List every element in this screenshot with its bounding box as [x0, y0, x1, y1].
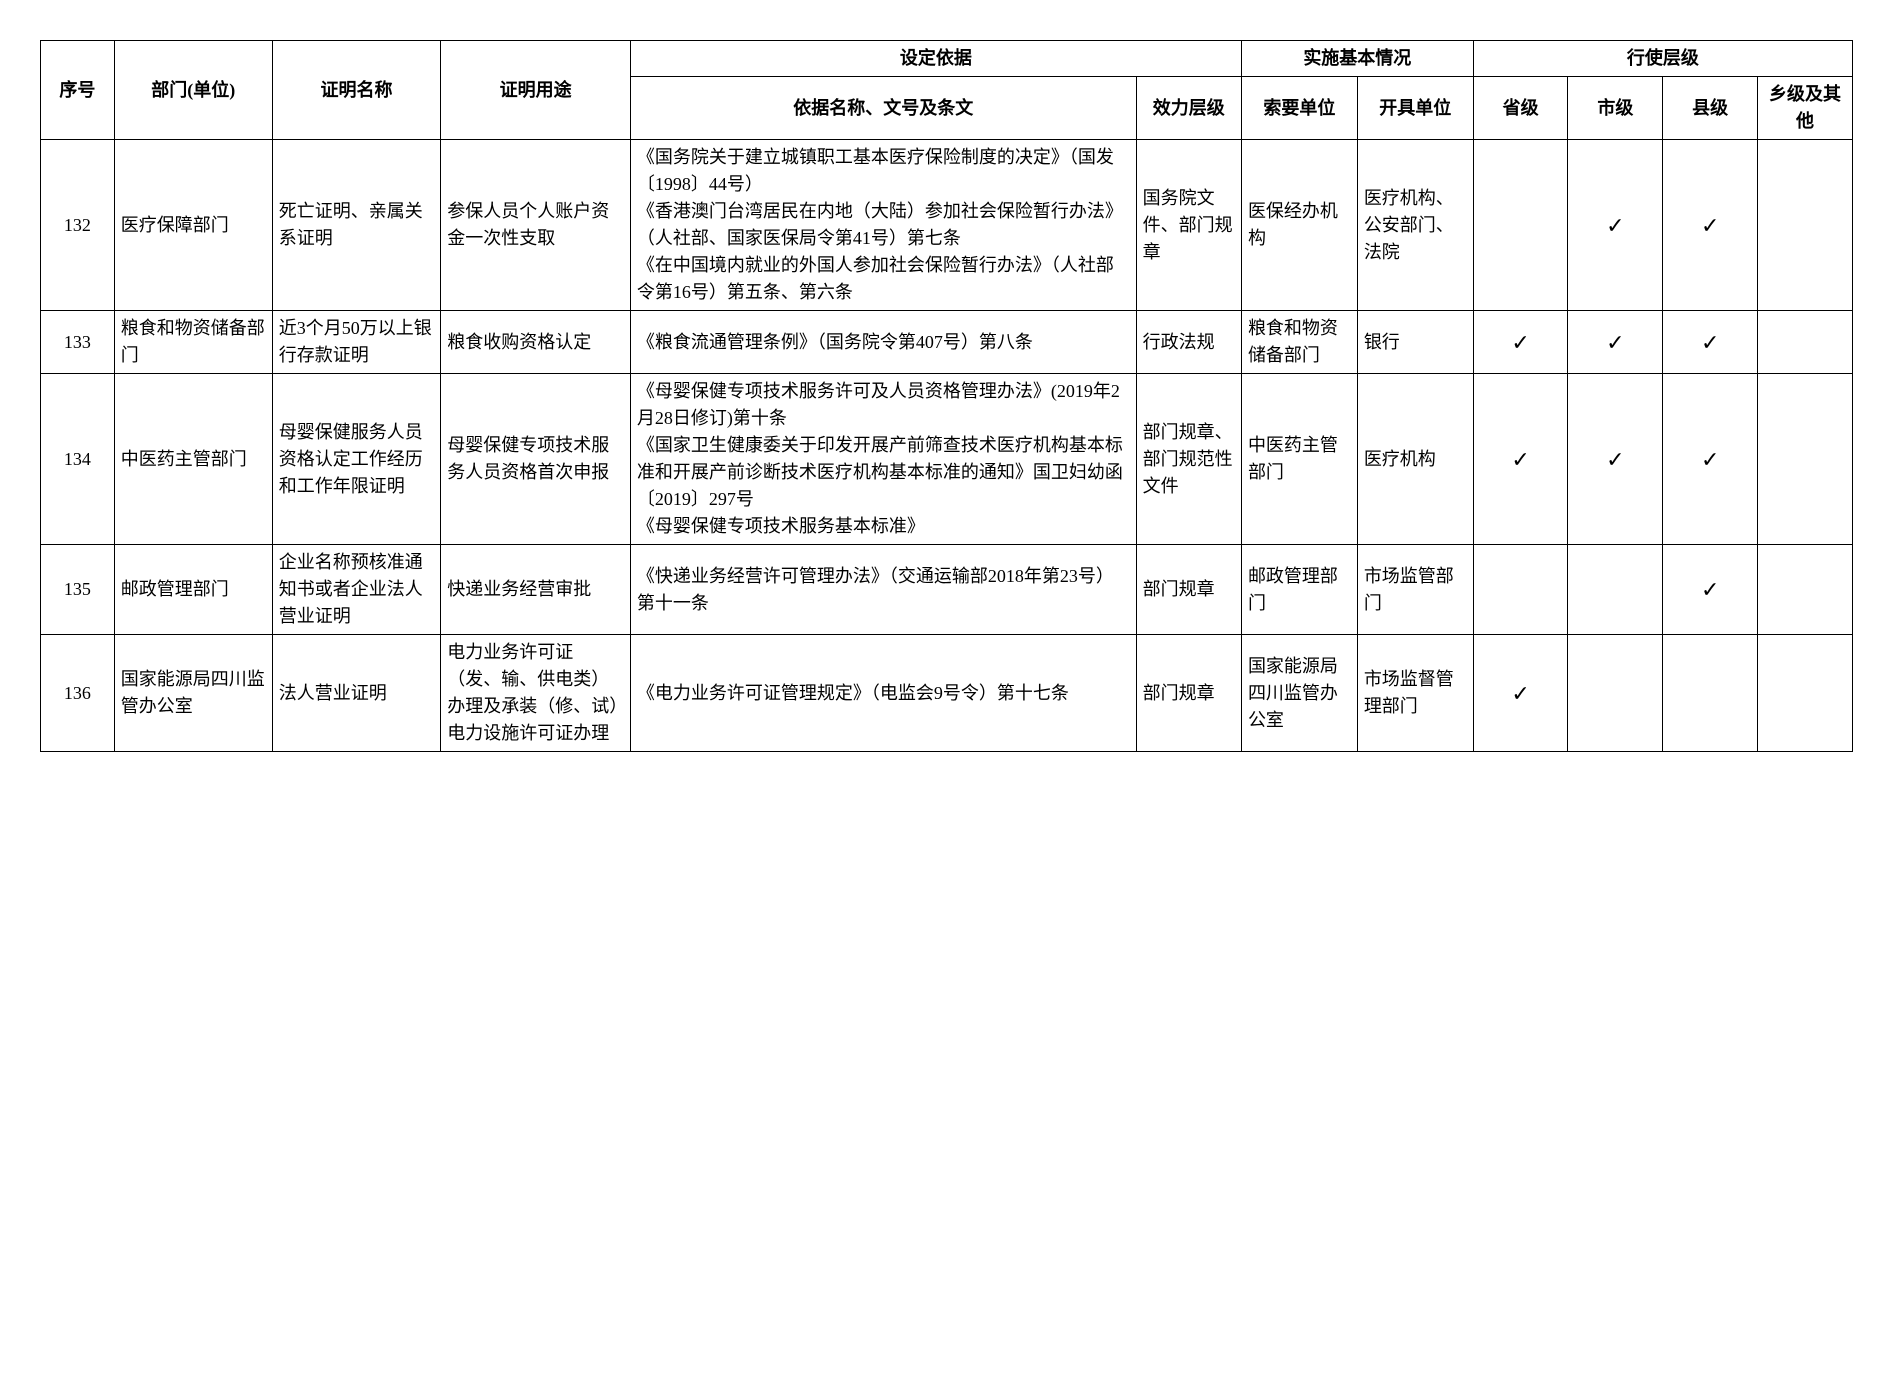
cell-seq: 132 [41, 140, 115, 311]
cell-prov: ✓ [1473, 635, 1568, 752]
header-basis-group: 设定依据 [630, 41, 1241, 77]
cell-county: ✓ [1663, 545, 1758, 635]
cell-city: ✓ [1568, 374, 1663, 545]
cell-basis: 《母婴保健专项技术服务许可及人员资格管理办法》(2019年2月28日修订)第十条… [630, 374, 1136, 545]
header-seq: 序号 [41, 41, 115, 140]
table-row: 135邮政管理部门企业名称预核准通知书或者企业法人营业证明快递业务经营审批《快递… [41, 545, 1853, 635]
cell-cert: 死亡证明、亲属关系证明 [272, 140, 441, 311]
cell-seq: 134 [41, 374, 115, 545]
cell-req: 中医药主管部门 [1241, 374, 1357, 545]
cell-use: 快递业务经营审批 [441, 545, 631, 635]
cell-town [1758, 374, 1853, 545]
cell-dept: 国家能源局四川监管办公室 [114, 635, 272, 752]
table-header: 序号 部门(单位) 证明名称 证明用途 设定依据 实施基本情况 行使层级 依据名… [41, 41, 1853, 140]
cell-cert: 法人营业证明 [272, 635, 441, 752]
cell-county: ✓ [1663, 311, 1758, 374]
table-body: 132医疗保障部门死亡证明、亲属关系证明参保人员个人账户资金一次性支取《国务院关… [41, 140, 1853, 752]
header-impl-group: 实施基本情况 [1241, 41, 1473, 77]
cell-cert: 母婴保健服务人员资格认定工作经历和工作年限证明 [272, 374, 441, 545]
cell-use: 电力业务许可证（发、输、供电类）办理及承装（修、试）电力设施许可证办理 [441, 635, 631, 752]
cert-table: 序号 部门(单位) 证明名称 证明用途 设定依据 实施基本情况 行使层级 依据名… [40, 40, 1853, 752]
cell-cert: 近3个月50万以上银行存款证明 [272, 311, 441, 374]
header-prov: 省级 [1473, 77, 1568, 140]
cell-seq: 135 [41, 545, 115, 635]
cell-eff: 国务院文件、部门规章 [1136, 140, 1241, 311]
header-iss: 开具单位 [1357, 77, 1473, 140]
header-eff: 效力层级 [1136, 77, 1241, 140]
cell-use: 母婴保健专项技术服务人员资格首次申报 [441, 374, 631, 545]
cell-eff: 部门规章 [1136, 545, 1241, 635]
cell-county: ✓ [1663, 374, 1758, 545]
cell-dept: 中医药主管部门 [114, 374, 272, 545]
cell-use: 粮食收购资格认定 [441, 311, 631, 374]
cell-county [1663, 635, 1758, 752]
cell-basis: 《电力业务许可证管理规定》（电监会9号令）第十七条 [630, 635, 1136, 752]
cell-use: 参保人员个人账户资金一次性支取 [441, 140, 631, 311]
table-row: 136国家能源局四川监管办公室法人营业证明电力业务许可证（发、输、供电类）办理及… [41, 635, 1853, 752]
cell-basis: 《快递业务经营许可管理办法》（交通运输部2018年第23号）第十一条 [630, 545, 1136, 635]
table-row: 132医疗保障部门死亡证明、亲属关系证明参保人员个人账户资金一次性支取《国务院关… [41, 140, 1853, 311]
cell-city: ✓ [1568, 311, 1663, 374]
header-req: 索要单位 [1241, 77, 1357, 140]
cell-iss: 医疗机构、公安部门、法院 [1357, 140, 1473, 311]
cell-dept: 邮政管理部门 [114, 545, 272, 635]
cell-basis: 《粮食流通管理条例》（国务院令第407号）第八条 [630, 311, 1136, 374]
cell-eff: 部门规章、部门规范性文件 [1136, 374, 1241, 545]
header-cert: 证明名称 [272, 41, 441, 140]
cell-prov [1473, 140, 1568, 311]
cell-req: 医保经办机构 [1241, 140, 1357, 311]
cell-iss: 银行 [1357, 311, 1473, 374]
cell-seq: 133 [41, 311, 115, 374]
header-use: 证明用途 [441, 41, 631, 140]
cell-city [1568, 635, 1663, 752]
cell-eff: 部门规章 [1136, 635, 1241, 752]
cell-city: ✓ [1568, 140, 1663, 311]
header-county: 县级 [1663, 77, 1758, 140]
cell-req: 国家能源局四川监管办公室 [1241, 635, 1357, 752]
table-row: 134中医药主管部门母婴保健服务人员资格认定工作经历和工作年限证明母婴保健专项技… [41, 374, 1853, 545]
cell-iss: 市场监管部门 [1357, 545, 1473, 635]
cell-city [1568, 545, 1663, 635]
cell-basis: 《国务院关于建立城镇职工基本医疗保险制度的决定》（国发〔1998〕44号）《香港… [630, 140, 1136, 311]
cell-prov: ✓ [1473, 374, 1568, 545]
cell-dept: 医疗保障部门 [114, 140, 272, 311]
table-row: 133粮食和物资储备部门近3个月50万以上银行存款证明粮食收购资格认定《粮食流通… [41, 311, 1853, 374]
cell-iss: 医疗机构 [1357, 374, 1473, 545]
cell-prov [1473, 545, 1568, 635]
header-town: 乡级及其他 [1758, 77, 1853, 140]
header-city: 市级 [1568, 77, 1663, 140]
header-basis-name: 依据名称、文号及条文 [630, 77, 1136, 140]
cell-dept: 粮食和物资储备部门 [114, 311, 272, 374]
header-dept: 部门(单位) [114, 41, 272, 140]
header-level-group: 行使层级 [1473, 41, 1852, 77]
cell-town [1758, 545, 1853, 635]
cell-seq: 136 [41, 635, 115, 752]
cell-county: ✓ [1663, 140, 1758, 311]
cell-town [1758, 140, 1853, 311]
cell-req: 粮食和物资储备部门 [1241, 311, 1357, 374]
cell-town [1758, 635, 1853, 752]
cell-cert: 企业名称预核准通知书或者企业法人营业证明 [272, 545, 441, 635]
cell-town [1758, 311, 1853, 374]
cell-prov: ✓ [1473, 311, 1568, 374]
cell-req: 邮政管理部门 [1241, 545, 1357, 635]
cell-iss: 市场监督管理部门 [1357, 635, 1473, 752]
cell-eff: 行政法规 [1136, 311, 1241, 374]
